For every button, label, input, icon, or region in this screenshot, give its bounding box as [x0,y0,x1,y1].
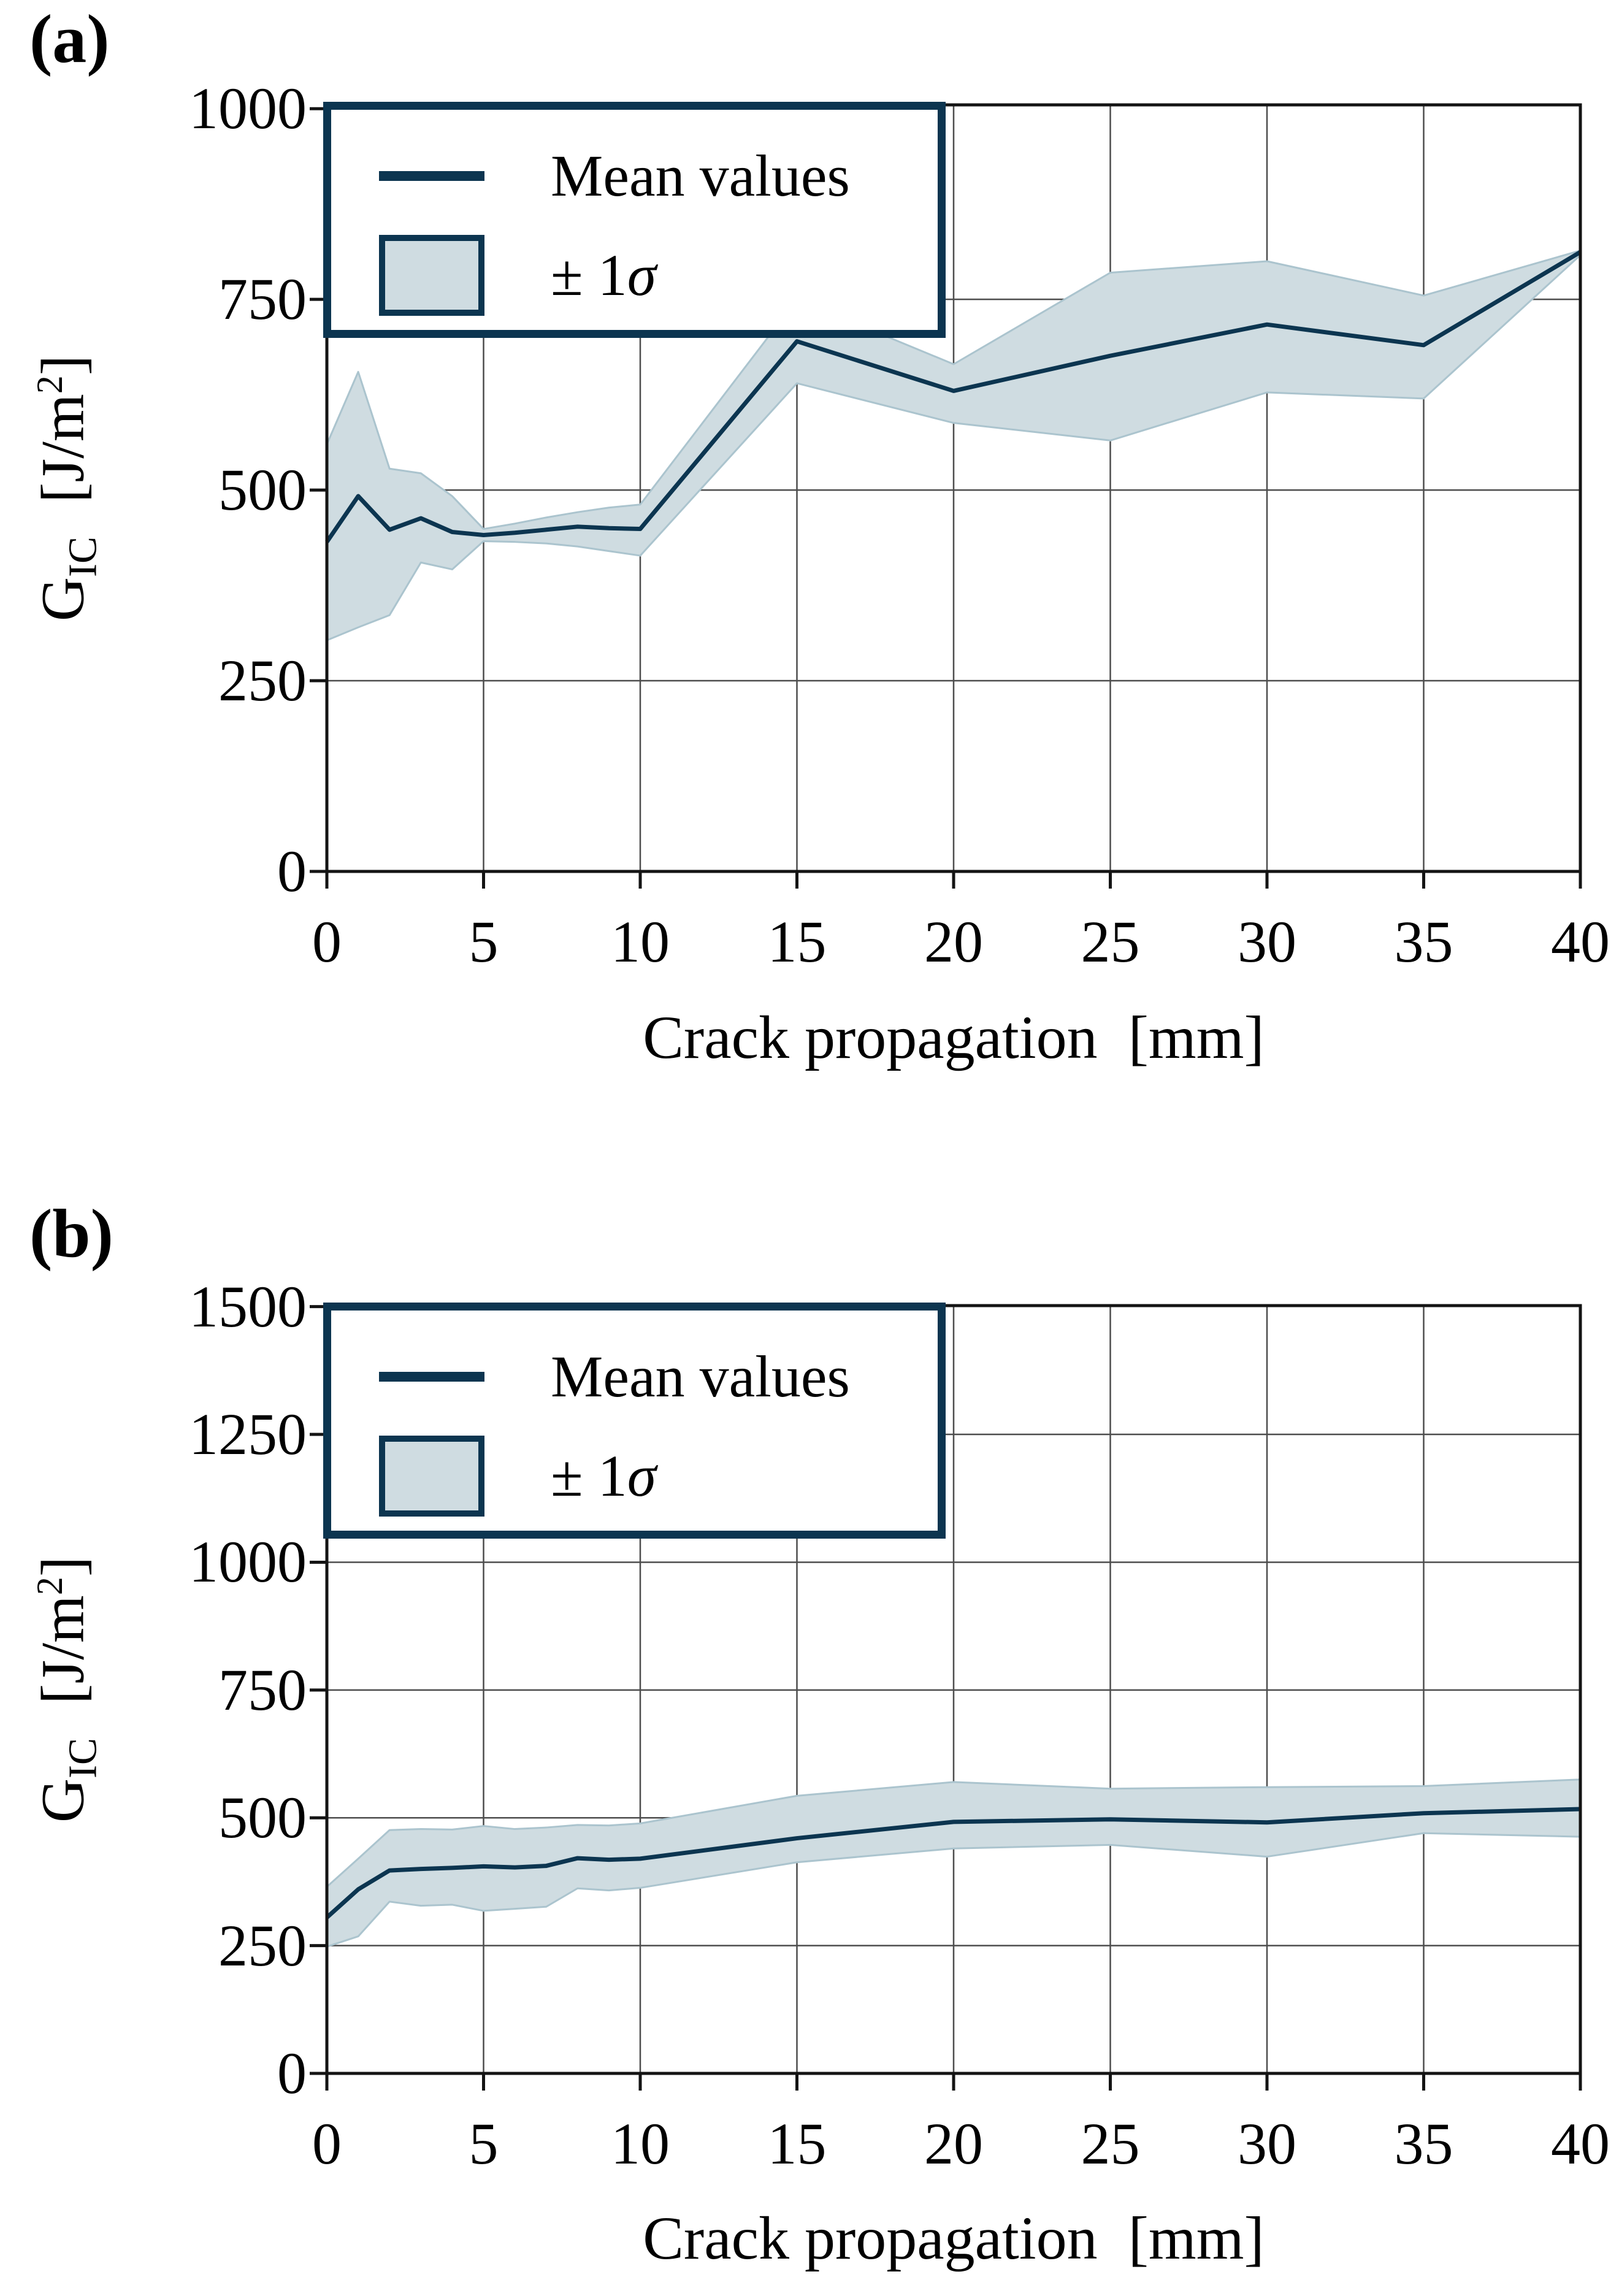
x-tick-label: 5 [469,909,499,974]
x-tick-label: 10 [611,909,670,974]
legend-row-sigma: ± 1σ [379,1424,938,1528]
x-tick-label: 20 [924,2111,983,2176]
y-tick-label: 1000 [189,75,307,142]
x-tick-label: 15 [767,909,827,974]
sigma-band-swatch [379,1436,484,1517]
mean-line-swatch [379,170,484,181]
x-tick-label: 35 [1394,909,1453,974]
x-tick-label: 25 [1081,909,1140,974]
sigma-band-swatch [379,235,484,316]
legend-row-mean: Mean values [379,128,938,223]
x-tick-label: 30 [1238,2111,1296,2176]
x-tick-label: 30 [1238,909,1296,974]
legend-label-sigma: ± 1σ [551,1447,656,1506]
legend-label-mean: Mean values [551,142,850,209]
ylabel-subscript: IC [60,1737,105,1778]
x-tick-label: 15 [767,2111,827,2176]
y-tick-label: 0 [277,838,307,904]
ylabel-symbol: G [28,576,97,622]
legend-panel-b: Mean values ± 1σ [323,1303,946,1539]
ylabel-subscript: IC [60,536,105,577]
axes-spines [325,1304,1582,2075]
mean-line [325,1807,1581,1919]
y-tick-label: 250 [218,648,307,714]
legend-panel-a: Mean values ± 1σ [323,102,946,338]
x-axis-label-panel-b: Crack propagation [mm] [643,2204,1265,2272]
legend-row-sigma: ± 1σ [379,223,938,327]
x-tick-label: 0 [312,909,342,974]
panel-b-tag: (b) [29,1196,113,1272]
x-tick-label: 20 [924,909,983,974]
legend-label-sigma: ± 1σ [551,246,656,305]
sigma-symbol: σ [627,242,657,308]
y-tick-label: 0 [277,2040,307,2106]
axes-spines [325,103,1582,873]
x-tick-label: 35 [1394,2111,1453,2176]
x-tick-label: 40 [1551,2111,1610,2176]
y-tick-label: 250 [218,1912,307,1978]
x-axis-label-panel-a: Crack propagation [mm] [643,1003,1265,1071]
sigma-symbol: σ [627,1443,657,1509]
mean-line [325,250,1582,543]
sigma-prefix: ± 1 [551,242,627,308]
y-tick-label: 1500 [189,1273,307,1339]
y-tick-label: 1000 [189,1529,307,1595]
y-tick-label: 750 [218,266,307,332]
mean-line-swatch [379,1371,484,1382]
x-tick-label: 25 [1081,2111,1140,2176]
y-tick-label: 500 [218,1785,307,1851]
panel-a-tag: (a) [29,1,110,77]
y-tick-label: 750 [218,1656,307,1723]
legend-label-mean: Mean values [551,1343,850,1409]
x-tick-label: 10 [611,2111,670,2176]
y-tick-label: 500 [218,457,307,523]
x-tick-label: 5 [469,2111,499,2176]
x-tick-label: 0 [312,2111,342,2176]
x-tick-label: 40 [1551,909,1610,974]
sigma-prefix: ± 1 [551,1443,627,1509]
y-tick-label: 1250 [189,1401,307,1468]
legend-row-mean: Mean values [379,1329,938,1424]
